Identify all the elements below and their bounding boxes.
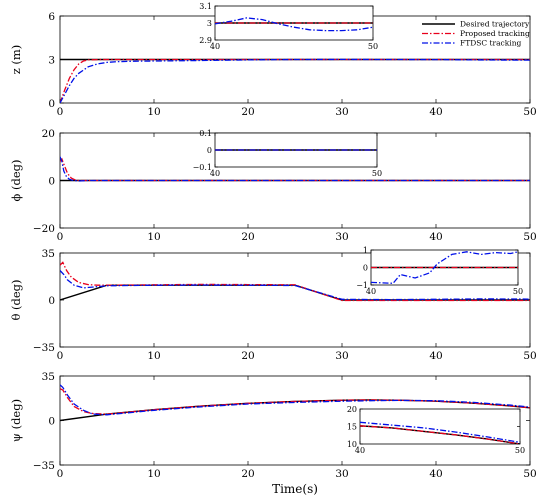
x-tick-label: 0 [57, 106, 64, 118]
x-tick-label: 30 [335, 468, 348, 480]
series-line-ftdsc-tracking [215, 17, 373, 32]
y-tick-label: 3.1 [199, 2, 212, 11]
y-tick-label: 0 [48, 416, 55, 428]
legend-entry: Proposed tracking [460, 29, 530, 38]
x-tick-label: 10 [147, 350, 160, 362]
y-tick-label: −35 [33, 342, 55, 354]
x-tick-label: 40 [355, 446, 365, 455]
x-tick-label: 40 [210, 42, 220, 51]
legend-entry: Desired trajectory [460, 20, 530, 29]
inset-frame [359, 408, 521, 445]
legend-entry: FTDSC tracking [460, 39, 522, 48]
y-tick-label: 0 [48, 295, 55, 307]
series-line-ftdsc-tracking [60, 156, 530, 182]
x-tick-label: 40 [429, 468, 442, 480]
x-tick-label: 20 [241, 231, 254, 243]
x-tick-label: 40 [366, 287, 376, 296]
y-axis-label: z (m) [9, 45, 23, 75]
y-tick-label: 3 [207, 19, 212, 28]
x-tick-label: 10 [147, 231, 160, 243]
x-tick-label: 50 [515, 446, 525, 455]
series-line-ftdsc-tracking [60, 270, 530, 301]
x-tick-label: 40 [210, 169, 220, 178]
x-tick-label: 20 [241, 468, 254, 480]
x-tick-label: 50 [372, 169, 382, 178]
y-axis-label: ϕ (deg) [9, 160, 23, 202]
x-tick-label: 50 [368, 42, 378, 51]
series-line-ftdsc-tracking [371, 251, 518, 284]
x-tick-label: 10 [147, 106, 160, 118]
x-tick-label: 30 [335, 106, 348, 118]
x-tick-label: 40 [429, 350, 442, 362]
x-tick-label: 0 [57, 350, 64, 362]
series-line-ftdsc-tracking [360, 421, 520, 443]
x-tick-label: 50 [523, 468, 536, 480]
x-tick-label: 50 [523, 350, 536, 362]
y-tick-label: 1 [363, 246, 368, 255]
y-tick-label: 10 [347, 440, 357, 449]
x-tick-label: 50 [523, 106, 536, 118]
y-tick-label: 0 [48, 98, 55, 110]
x-tick-label: 10 [147, 468, 160, 480]
y-tick-label: 35 [42, 371, 55, 383]
x-tick-label: 20 [241, 106, 254, 118]
y-tick-label: 6 [48, 11, 55, 23]
y-tick-label: −35 [33, 460, 55, 472]
x-tick-label: 20 [241, 350, 254, 362]
x-tick-label: 40 [429, 106, 442, 118]
y-tick-label: 0 [363, 264, 368, 273]
y-tick-label: 0 [48, 176, 55, 188]
y-tick-label: 2.9 [199, 36, 212, 45]
x-tick-label: 50 [523, 231, 536, 243]
y-tick-label: 0 [207, 146, 212, 155]
y-tick-label: 20 [42, 128, 55, 140]
y-axis-label: ψ (deg) [9, 399, 23, 442]
y-tick-label: 20 [347, 405, 357, 414]
series-line-proposed-tracking [60, 261, 530, 302]
y-tick-label: −20 [33, 223, 55, 235]
x-tick-label: 30 [335, 231, 348, 243]
y-tick-label: −0.1 [193, 163, 212, 172]
y-tick-label: −1 [356, 281, 368, 290]
x-tick-label: 0 [57, 468, 64, 480]
series-line-desired-trajectory [60, 284, 530, 301]
y-tick-label: 3 [48, 55, 55, 67]
y-axis-label: θ (deg) [9, 279, 23, 320]
series-line-proposed-tracking [60, 58, 530, 103]
series-line-ftdsc-tracking [60, 384, 530, 416]
y-tick-label: 35 [42, 248, 55, 260]
x-tick-label: 40 [429, 231, 442, 243]
x-tick-label: 50 [513, 287, 523, 296]
series-line-proposed-tracking [60, 157, 530, 182]
series-line-ftdsc-tracking [60, 58, 530, 103]
x-tick-label: 30 [335, 350, 348, 362]
x-tick-label: 0 [57, 231, 64, 243]
y-tick-label: 0.1 [199, 129, 212, 138]
x-axis-label: Time(s) [272, 482, 318, 496]
series-line-proposed-tracking [360, 425, 520, 444]
y-tick-label: 15 [347, 423, 357, 432]
